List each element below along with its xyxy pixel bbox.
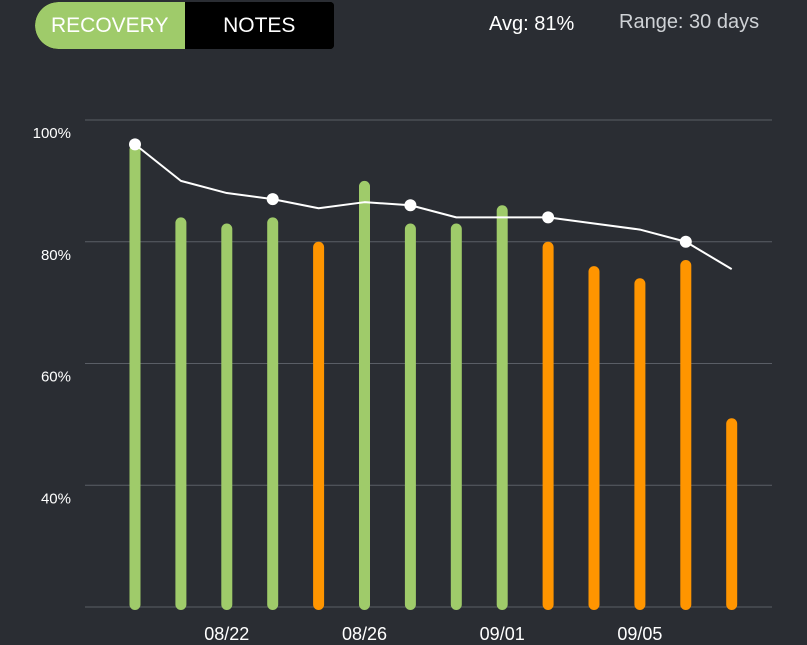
- recovery-bar: [267, 217, 279, 610]
- x-tick-label: 09/05: [617, 624, 662, 644]
- recovery-bar: [313, 241, 325, 610]
- view-toggle: RECOVERY NOTES: [35, 2, 334, 49]
- recovery-bar: [588, 266, 600, 610]
- range-label[interactable]: Range: 30 days: [619, 11, 760, 33]
- y-tick-label: 60%: [41, 369, 71, 386]
- tab-recovery[interactable]: RECOVERY: [35, 2, 185, 49]
- recovery-bar: [634, 278, 646, 610]
- y-tick-label: 40%: [41, 490, 71, 507]
- y-tick-label: 80%: [41, 247, 71, 264]
- recovery-bar: [404, 223, 416, 611]
- recovery-bar: [129, 144, 141, 610]
- recovery-bar: [450, 223, 462, 611]
- tab-notes[interactable]: NOTES: [184, 2, 334, 49]
- x-tick-label: 08/22: [204, 624, 249, 644]
- x-tick-label: 09/01: [480, 624, 525, 644]
- average-label: Avg: 81%: [489, 13, 575, 35]
- trend-point: [542, 211, 555, 224]
- recovery-bar: [359, 180, 370, 610]
- trend-point: [404, 199, 417, 212]
- trend-line: [134, 143, 733, 271]
- trend-point: [679, 235, 692, 248]
- x-tick-label: 08/26: [342, 624, 387, 644]
- trend-point: [129, 138, 141, 151]
- y-tick-label: 100%: [33, 125, 71, 142]
- recovery-bar: [221, 223, 233, 611]
- recovery-bar: [726, 418, 738, 610]
- recovery-bar: [496, 205, 508, 610]
- recovery-bar: [542, 241, 554, 610]
- trend-point: [266, 193, 279, 206]
- recovery-bar: [680, 260, 692, 610]
- recovery-bar: [175, 217, 187, 610]
